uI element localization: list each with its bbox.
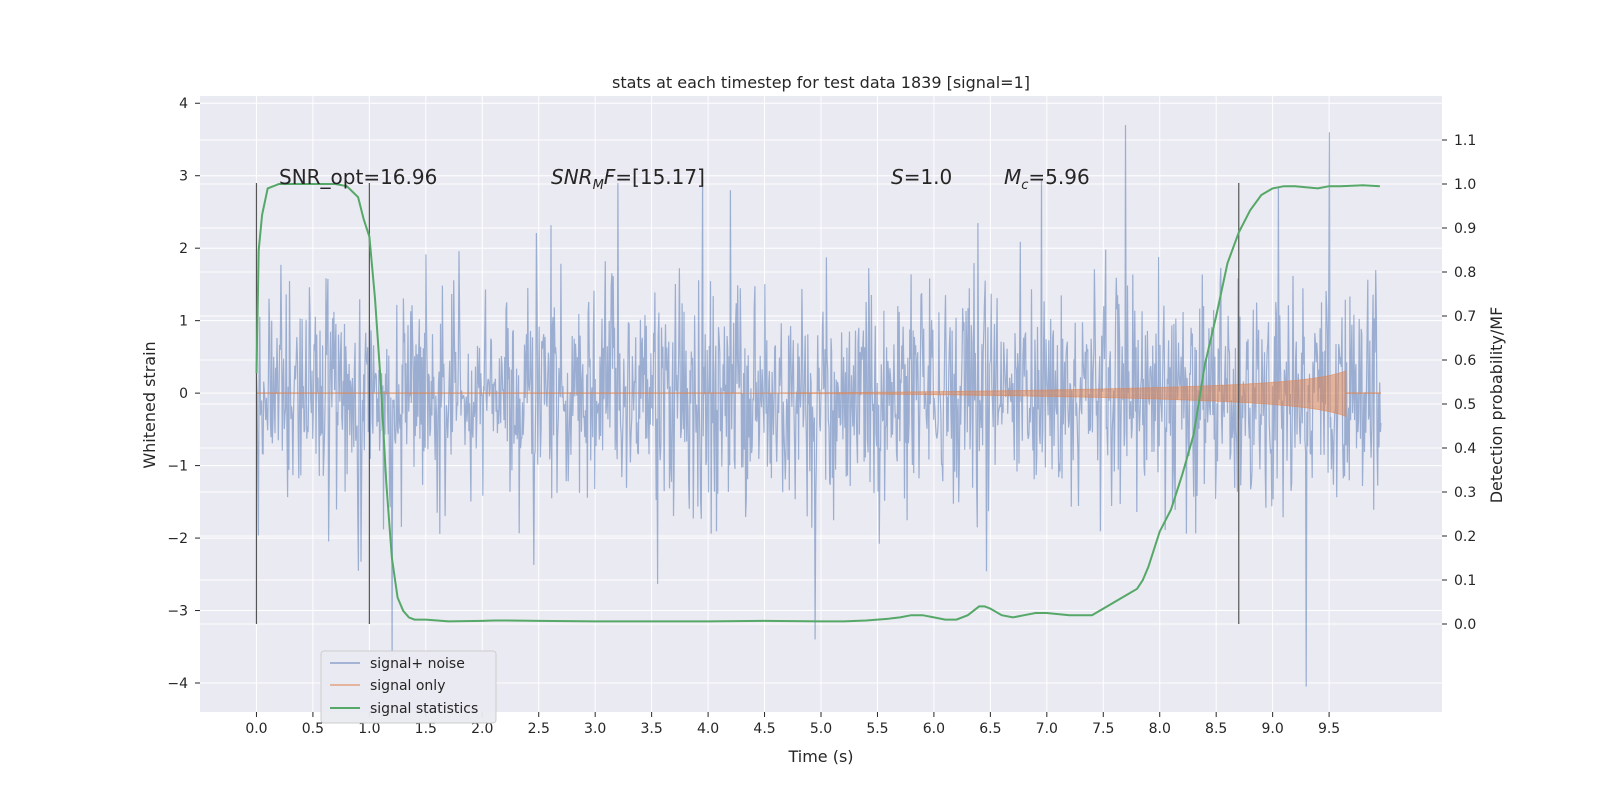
mc-annotation: Mc=5.96: [1004, 165, 1090, 193]
signal-noise-line: [255, 124, 1382, 687]
x-tick-label: 7.5: [1092, 721, 1114, 737]
y-tick-label: −1: [167, 459, 188, 475]
y-tick-label: 1: [179, 314, 188, 330]
y-axis-ticks: 4 3 2 1 0 −1 −2 −3 −4: [167, 96, 200, 692]
y-right-axis-label: Detection probability/MF: [1487, 307, 1506, 504]
snr-mf-symbol-2: F: [604, 165, 616, 189]
snr-mf-annotation: SNRMF=[15.17]: [551, 165, 705, 193]
x-tick-label: 8.5: [1205, 721, 1227, 737]
x-tick-label: 2.5: [528, 721, 550, 737]
x-tick-label: 4.0: [697, 721, 719, 737]
x-axis-ticks: 0.0 0.5 1.0 1.5 2.0 2.5 3.0 3.5 4.0 4.5 5.0 5.5 6.0 6…: [245, 712, 1340, 737]
y-tick-label: 4: [179, 96, 188, 112]
y-right-tick-label: 0.2: [1454, 529, 1476, 545]
s-value: =1.0: [904, 165, 953, 189]
y-tick-label: −4: [167, 676, 188, 692]
y-right-tick-label: 0.7: [1454, 309, 1476, 325]
y-axis-label: Whitened strain: [140, 341, 159, 468]
x-tick-label: 3.5: [641, 721, 663, 737]
y-right-tick-label: 0.1: [1454, 573, 1476, 589]
snr-mf-subscript: M: [593, 178, 604, 193]
x-tick-label: 5.5: [866, 721, 888, 737]
legend: signal+ noise signal only signal statist…: [320, 650, 497, 724]
chart-title: stats at each timestep for test data 183…: [612, 73, 1030, 92]
y-tick-label: 0: [179, 386, 188, 402]
y-right-tick-label: 0.3: [1454, 485, 1476, 501]
x-tick-label: 8.0: [1149, 721, 1171, 737]
snr-mf-value: =[15.17]: [615, 165, 705, 189]
legend-box: [320, 650, 497, 724]
s-annotation: S=1.0: [891, 165, 952, 189]
x-tick-label: 9.5: [1318, 721, 1340, 737]
legend-label-signal-statistics: signal statistics: [370, 701, 478, 717]
legend-label-signal-noise: signal+ noise: [370, 656, 465, 672]
vertical-markers: [255, 183, 1240, 624]
x-tick-label: 7.0: [1036, 721, 1058, 737]
snr-mf-symbol: SNR: [551, 165, 593, 189]
signal-statistics-series: [255, 183, 1380, 623]
y-tick-label: 2: [179, 241, 188, 257]
y-right-tick-label: 0.8: [1454, 265, 1476, 281]
y-right-tick-label: 0.0: [1454, 617, 1476, 633]
signal-noise-series: [255, 124, 1382, 687]
snr-opt-annotation: SNR_opt=16.96: [279, 165, 437, 189]
x-tick-label: 1.0: [358, 721, 380, 737]
y-tick-label: −2: [167, 531, 188, 547]
x-tick-label: 3.0: [584, 721, 606, 737]
x-tick-label: 5.0: [810, 721, 832, 737]
y-right-axis-ticks: 1.1 1.0 0.9 0.8 0.7 0.6 0.5 0.4 0.3 0.2 0.1 0.0: [1442, 133, 1476, 633]
x-tick-label: 6.0: [923, 721, 945, 737]
x-axis-label: Time (s): [787, 747, 853, 766]
x-tick-label: 0.5: [302, 721, 324, 737]
y-right-tick-label: 0.4: [1454, 441, 1476, 457]
x-tick-label: 1.5: [415, 721, 437, 737]
y-right-tick-label: 0.5: [1454, 397, 1476, 413]
mc-symbol: M: [1004, 165, 1021, 189]
y-right-tick-label: 1.0: [1454, 177, 1476, 193]
x-tick-label: 6.5: [979, 721, 1001, 737]
signal-only-series: [256, 370, 1382, 417]
y-tick-label: 3: [179, 169, 188, 185]
y-right-tick-label: 0.9: [1454, 221, 1476, 237]
y-right-tick-label: 1.1: [1454, 133, 1476, 149]
mc-value: =5.96: [1028, 165, 1089, 189]
y-right-tick-label: 0.6: [1454, 353, 1476, 369]
s-symbol: S: [891, 165, 904, 189]
signal-only-envelope: [741, 370, 1347, 417]
y-tick-label: −3: [167, 604, 188, 620]
legend-label-signal-only: signal only: [370, 678, 445, 694]
x-tick-label: 0.0: [245, 721, 267, 737]
signal-statistics-line: [255, 183, 1380, 623]
x-tick-label: 2.0: [471, 721, 493, 737]
mc-subscript: c: [1021, 178, 1028, 193]
x-tick-label: 9.0: [1262, 721, 1284, 737]
x-tick-label: 4.5: [753, 721, 775, 737]
